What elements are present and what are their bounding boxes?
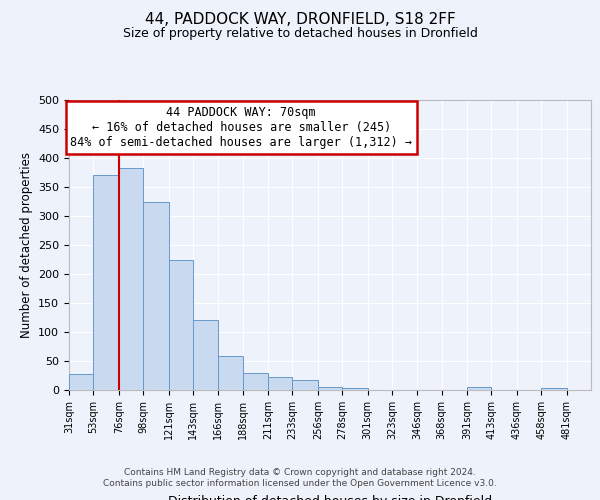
Bar [292, 380, 318, 390]
Text: 44, PADDOCK WAY, DRONFIELD, S18 2FF: 44, PADDOCK WAY, DRONFIELD, S18 2FF [145, 12, 455, 28]
Bar [119, 168, 143, 390]
Bar [94, 176, 119, 390]
Bar [169, 260, 193, 390]
Y-axis label: Number of detached properties: Number of detached properties [20, 152, 32, 338]
Bar [218, 356, 242, 390]
Text: Size of property relative to detached houses in Dronfield: Size of property relative to detached ho… [122, 28, 478, 40]
Bar [242, 373, 268, 390]
Bar [193, 320, 218, 390]
Bar [467, 387, 491, 390]
Bar [318, 386, 342, 390]
Bar [69, 374, 94, 390]
Bar [268, 377, 292, 390]
X-axis label: Distribution of detached houses by size in Dronfield: Distribution of detached houses by size … [168, 494, 492, 500]
Bar [342, 388, 368, 390]
Bar [541, 388, 566, 390]
Text: Contains HM Land Registry data © Crown copyright and database right 2024.
Contai: Contains HM Land Registry data © Crown c… [103, 468, 497, 487]
Bar [143, 202, 169, 390]
Text: 44 PADDOCK WAY: 70sqm
← 16% of detached houses are smaller (245)
84% of semi-det: 44 PADDOCK WAY: 70sqm ← 16% of detached … [70, 106, 412, 149]
